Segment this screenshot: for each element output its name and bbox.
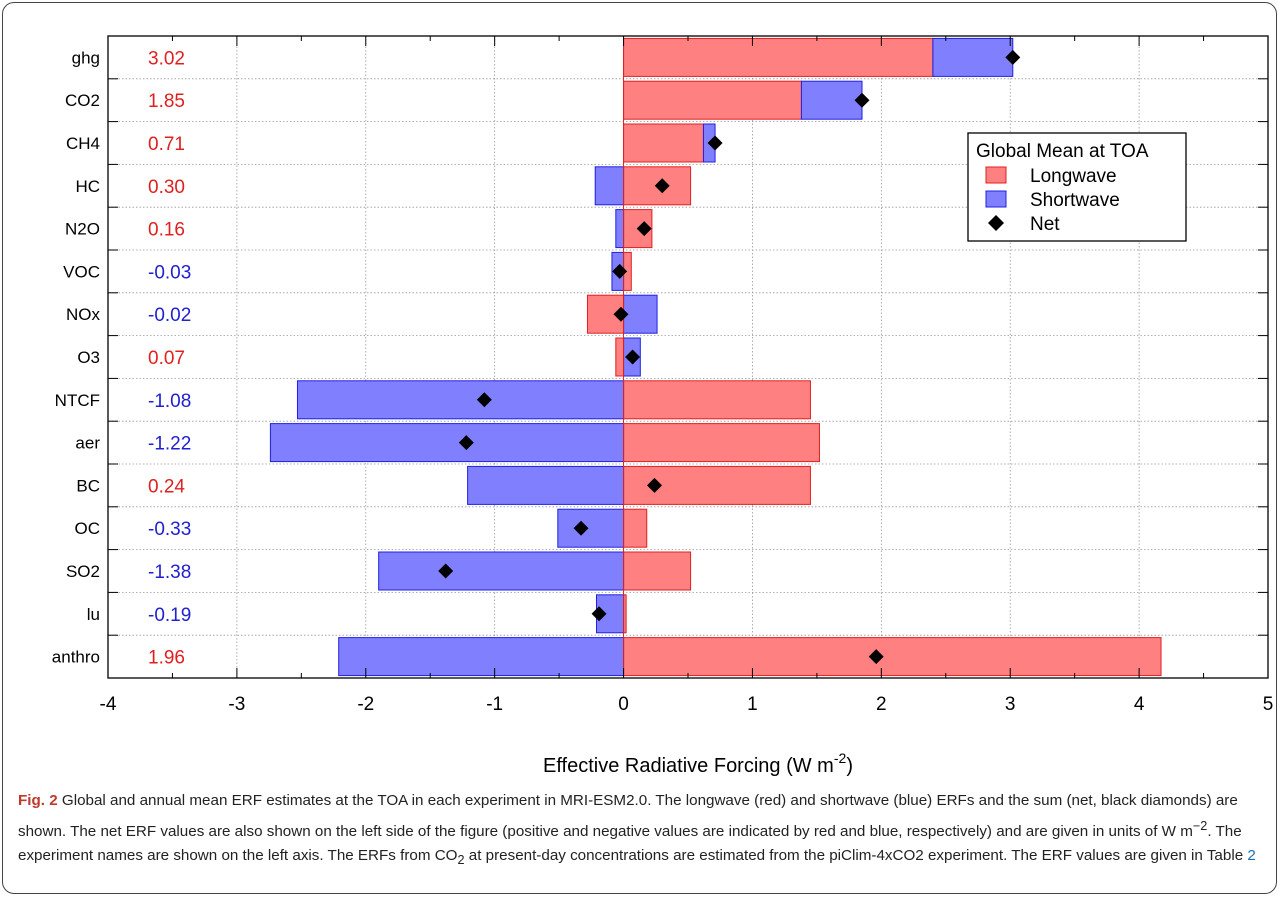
x-axis-label: Effective Radiative Forcing (W m-2): [543, 750, 853, 777]
x-tick-label: 5: [1263, 694, 1274, 715]
y-tick-label: BC: [76, 476, 100, 495]
shortwave-bar: [467, 465, 625, 505]
legend-entry-label: Net: [1030, 214, 1060, 235]
x-tick-label: -1: [486, 694, 503, 715]
caption-text-3: at present-day concentrations are estima…: [464, 847, 1248, 865]
longwave-bar: [623, 80, 802, 120]
x-tick-label: -3: [228, 694, 245, 715]
net-diamond: [438, 563, 454, 579]
longwave-bar: [623, 380, 811, 420]
legend-entry-label: Longwave: [1030, 166, 1117, 187]
x-tick-label: -4: [100, 694, 117, 715]
longwave-bar: [615, 337, 625, 377]
net-value-label: -0.33: [148, 519, 191, 540]
legend-marker: [988, 215, 1004, 231]
y-tick-label: HC: [75, 177, 100, 196]
net-diamond: [476, 392, 492, 408]
net-value-label: 0.71: [148, 134, 185, 155]
y-tick-label: VOC: [63, 262, 100, 281]
net-value-label: -0.19: [148, 605, 191, 626]
erf-bar-chart: ghg 3.02 CO2 1.85 CH4 0.71 HC 0.30 N2O 0.16 VOC -0.…: [52, 35, 1274, 777]
shortwave-bar: [378, 551, 625, 591]
y-tick-label: anthro: [52, 648, 100, 667]
table-link[interactable]: 2: [1247, 847, 1256, 865]
net-value-label: 0.30: [148, 177, 185, 198]
shortwave-bar: [623, 294, 658, 334]
net-value-label: -0.02: [148, 305, 191, 326]
y-tick-label: NOx: [66, 305, 101, 324]
y-tick-label: lu: [87, 605, 100, 624]
legend-title: Global Mean at TOA: [976, 141, 1149, 162]
shortwave-bar: [338, 637, 625, 677]
net-value-label: -1.22: [148, 434, 191, 455]
longwave-bar: [623, 423, 820, 463]
legend-swatch: [985, 190, 1007, 208]
shortwave-bar: [615, 209, 625, 249]
net-diamond: [613, 306, 629, 322]
net-diamond: [707, 135, 723, 151]
y-tick-label: ghg: [72, 48, 100, 67]
figure-label: Fig. 2: [18, 792, 58, 809]
net-value-label: -1.38: [148, 562, 191, 583]
y-tick-label: SO2: [66, 562, 100, 581]
y-tick-label: CO2: [65, 91, 100, 110]
caption-unit-exponent: −2: [1192, 818, 1208, 833]
caption-text-1: Global and annual mean ERF estimates at …: [18, 792, 1238, 840]
net-diamond: [573, 520, 589, 536]
shortwave-bar: [932, 37, 1014, 77]
net-diamond: [654, 178, 670, 194]
net-diamond: [458, 435, 474, 451]
longwave-bar: [623, 637, 1162, 677]
longwave-bar: [623, 37, 934, 77]
net-diamond: [1005, 49, 1021, 65]
net-value-label: 1.85: [148, 91, 185, 112]
net-value-label: 0.16: [148, 220, 185, 241]
x-tick-label: 0: [618, 694, 629, 715]
y-tick-label: N2O: [65, 220, 100, 239]
shortwave-bar: [296, 380, 625, 420]
net-value-label: -0.03: [148, 262, 191, 283]
net-value-label: 3.02: [148, 48, 185, 69]
shortwave-bar: [269, 423, 625, 463]
y-tick-label: CH4: [66, 134, 100, 153]
legend-entry-label: Shortwave: [1030, 190, 1120, 211]
y-tick-label: OC: [75, 519, 101, 538]
net-diamond: [854, 92, 870, 108]
legend-box: [967, 132, 1187, 242]
y-tick-label: NTCF: [55, 391, 100, 410]
net-diamond: [636, 221, 652, 237]
net-value-label: 0.24: [148, 476, 185, 497]
shortwave-bar: [557, 508, 625, 548]
x-tick-label: 1: [747, 694, 758, 715]
longwave-bar: [623, 123, 704, 163]
shortwave-bar: [800, 80, 863, 120]
net-diamond: [646, 477, 662, 493]
net-diamond: [625, 349, 641, 365]
caption-text-2: . The experiment names are shown on the …: [18, 822, 1242, 865]
x-tick-label: -2: [357, 694, 374, 715]
net-diamond: [591, 606, 607, 622]
legend-swatch: [985, 166, 1007, 184]
x-tick-label: 3: [1005, 694, 1016, 715]
longwave-bar: [623, 551, 692, 591]
y-tick-label: O3: [77, 348, 100, 367]
caption-co2-subscript: 2: [457, 853, 465, 868]
figure-caption: Fig. 2 Global and annual mean ERF estima…: [18, 789, 1263, 873]
net-diamond: [868, 649, 884, 665]
shortwave-bar: [594, 166, 625, 206]
net-diamond: [612, 263, 628, 279]
x-tick-label: 2: [876, 694, 887, 715]
y-tick-label: aer: [75, 434, 100, 453]
net-value-label: 0.07: [148, 348, 185, 369]
net-value-label: -1.08: [148, 391, 191, 412]
net-value-label: 1.96: [148, 648, 185, 669]
x-tick-label: 4: [1134, 694, 1145, 715]
longwave-bar: [623, 508, 648, 548]
